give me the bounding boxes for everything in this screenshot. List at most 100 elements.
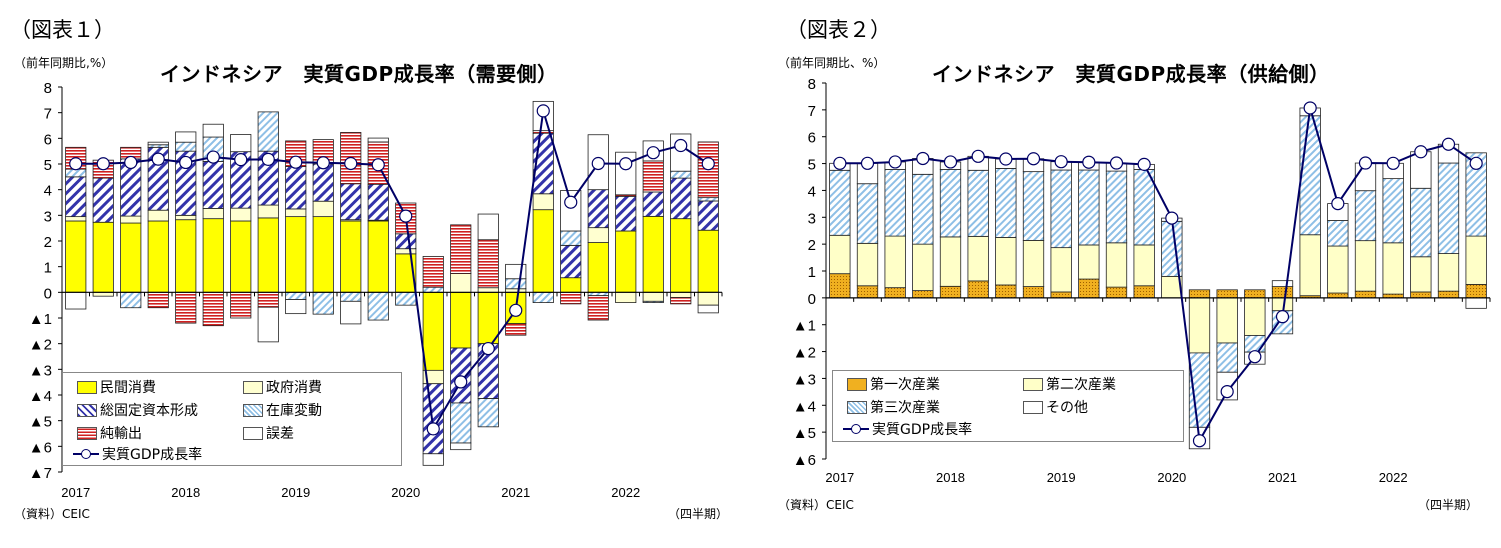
- bar-segment: [367, 137, 389, 143]
- bar-segment: [257, 306, 279, 343]
- y-tick-label: 6: [44, 131, 52, 148]
- gdp-growth-point: [481, 341, 495, 356]
- period-label-right: （四半期）: [1418, 498, 1479, 512]
- legend-item: 純輸出: [77, 423, 142, 443]
- bar-segment: [395, 291, 417, 306]
- y-tick-label: 5: [808, 157, 816, 174]
- y-tick-label: ▲4: [793, 398, 816, 415]
- gdp-growth-point: [96, 157, 110, 171]
- legend-item: 政府消費: [243, 377, 322, 397]
- gdp-growth-point: [1303, 101, 1317, 115]
- gdp-growth-point: [536, 104, 550, 118]
- y-tick-label: ▲2: [29, 337, 52, 354]
- bar-segment: [257, 111, 279, 152]
- bar-segment: [1271, 280, 1294, 287]
- bar-segment: [120, 215, 142, 224]
- swatch-icon: [77, 426, 97, 440]
- legend-label: 在庫変動: [266, 403, 322, 419]
- bar-segment: [1216, 342, 1238, 373]
- bar-segment: [202, 218, 224, 293]
- gdp-growth-point: [1082, 155, 1096, 169]
- y-tick-label: ▲6: [793, 452, 816, 469]
- bar-segment: [477, 213, 499, 241]
- bar-segment: [939, 236, 962, 287]
- bar-segment: [230, 134, 252, 153]
- gdp-growth-point: [69, 157, 83, 171]
- bar-segment: [477, 239, 499, 289]
- gdp-growth-point: [151, 152, 165, 166]
- y-tick-label: 0: [44, 285, 52, 302]
- bar-segment: [995, 284, 1017, 299]
- bar-segment: [1410, 291, 1432, 299]
- bar-segment: [670, 177, 692, 220]
- bar-segment: [285, 299, 307, 315]
- bar-segment: [505, 278, 527, 290]
- gdp-growth-point: [1469, 156, 1483, 170]
- y-tick-label: ▲6: [29, 439, 52, 456]
- bar-segment: [1105, 286, 1128, 299]
- gdp-growth-point: [289, 155, 303, 169]
- bar-segment: [1327, 292, 1349, 299]
- bar-segment: [175, 131, 197, 143]
- gdp-growth-point: [426, 422, 440, 436]
- gdp-growth-point: [564, 195, 578, 209]
- gdp-growth-point: [1414, 145, 1428, 159]
- bar-segment: [1271, 297, 1294, 312]
- gdp-growth-point: [1165, 211, 1179, 225]
- gdp-growth-point: [999, 152, 1013, 166]
- gdp-growth-point: [860, 156, 875, 170]
- legend-item: 実質GDP成長率: [73, 444, 202, 464]
- bar-segment: [642, 291, 664, 302]
- y-tick-label: 5: [44, 157, 52, 174]
- bar-segment: [1382, 178, 1404, 244]
- x-tick-label: 2019: [281, 485, 310, 500]
- bar-segment: [1410, 187, 1432, 258]
- gdp-growth-point: [591, 156, 605, 171]
- gdp-growth-point: [1441, 137, 1456, 151]
- x-tick-label: 2021: [1268, 470, 1297, 485]
- bar-segment: [92, 177, 114, 223]
- bar-segment: [367, 220, 389, 293]
- swatch-icon: [243, 426, 263, 440]
- x-tick-label: 2019: [1047, 470, 1076, 485]
- gdp-growth-point: [206, 150, 220, 164]
- line-marker-icon: [843, 424, 869, 434]
- x-tick-label: 2018: [936, 470, 965, 485]
- y-tick-label: ▲7: [29, 465, 52, 482]
- swatch-icon: [77, 403, 97, 417]
- bar-segment: [856, 285, 879, 299]
- legend-item: 第二次産業: [1023, 374, 1116, 394]
- bar-segment: [697, 200, 719, 231]
- bar-segment: [1050, 291, 1072, 299]
- bar-segment: [829, 169, 851, 236]
- bar-segment: [1133, 285, 1155, 299]
- bar-segment: [450, 273, 472, 293]
- bar-segment: [312, 291, 334, 315]
- y-tick-label: ▲4: [29, 388, 52, 405]
- bar-segment: [477, 287, 499, 293]
- bar-segment: [1327, 245, 1349, 294]
- bar-segment: [1271, 286, 1294, 299]
- bar-segment: [560, 291, 582, 305]
- bar-segment: [1050, 169, 1072, 249]
- bar-segment: [312, 200, 334, 218]
- gdp-growth-point: [916, 151, 930, 166]
- swatch-icon: [847, 377, 867, 391]
- bar-segment: [477, 291, 499, 345]
- bar-segment: [884, 235, 906, 289]
- bar-segment: [1078, 244, 1100, 280]
- bar-segment: [532, 209, 554, 293]
- bar-segment: [395, 248, 417, 255]
- bar-segment: [967, 280, 989, 299]
- bar-segment: [1050, 247, 1072, 293]
- legend-item: 総固定資本形成: [77, 400, 198, 420]
- gdp-growth-point: [1054, 155, 1068, 169]
- bar-segment: [670, 297, 692, 305]
- bar-segment: [1465, 284, 1487, 299]
- legend-label: 実質GDP成長率: [872, 422, 973, 438]
- legend-label: 第一次産業: [870, 377, 940, 393]
- bar-segment: [422, 255, 444, 288]
- y-tick-label: 2: [808, 237, 816, 254]
- bar-segment: [1437, 290, 1460, 299]
- bar-segment: [995, 237, 1017, 286]
